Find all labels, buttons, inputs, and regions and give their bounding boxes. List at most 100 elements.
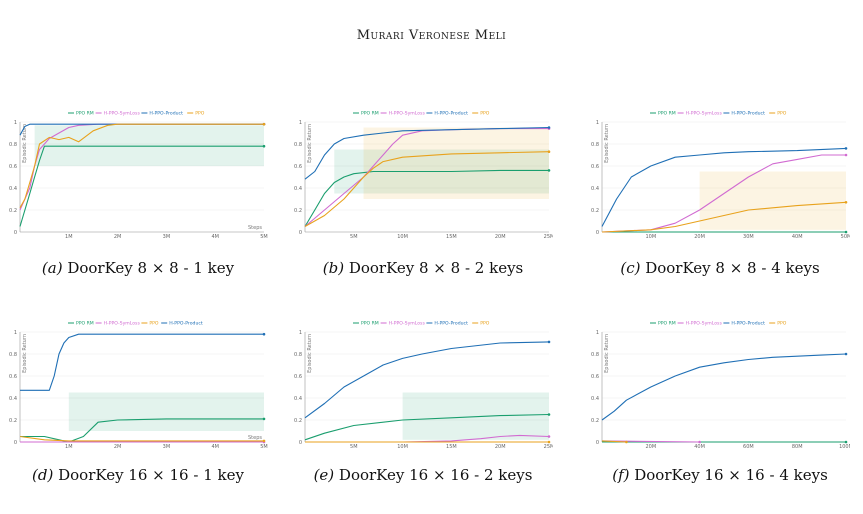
x-tick-label: 80M [792, 444, 803, 448]
x-tick-label: 5M [260, 234, 268, 238]
x-tick-label: 15M [446, 444, 457, 448]
y-tick-label: 0 [299, 440, 302, 446]
y-tick-label: 0.8 [9, 352, 17, 358]
y-tick-label: 0 [596, 230, 599, 236]
series-band [34, 125, 264, 166]
chart-panel-c: 0 0.2 0.4 0.6 0.8 1 10M 20M 30M 40M 50M Episodic Re… [590, 108, 850, 238]
legend-label: PPO RM [76, 111, 94, 117]
series-band [363, 127, 549, 199]
y-tick-label: 1 [14, 120, 17, 126]
y-tick-label: 0.6 [9, 164, 17, 170]
legend-label: PPO [480, 321, 490, 327]
caption-text: DoorKey 16 × 16 - 2 keys [334, 466, 533, 484]
y-axis-label: Episodic Return [22, 334, 28, 373]
y-tick-label: 0.2 [294, 208, 302, 214]
x-tick-label: 20M [495, 444, 506, 448]
series-line-h-ppo-product [601, 353, 847, 421]
x-tick-label: 3M [163, 234, 171, 238]
y-tick-label: 0.6 [591, 374, 599, 380]
series-line-ppo-rm [19, 145, 264, 227]
x-tick-label: 25M [544, 444, 553, 448]
y-tick-label: 0.2 [9, 208, 17, 214]
series-line-ppo [601, 440, 627, 443]
caption-f: (f) DoorKey 16 × 16 - 4 keys [585, 466, 855, 484]
x-tick-label: 20M [645, 444, 656, 448]
caption-d: (d) DoorKey 16 × 16 - 1 key [3, 466, 273, 484]
y-axis-label: Episodic Return [604, 124, 610, 163]
series-line-h-ppo-symloss [601, 154, 846, 233]
caption-b: (b) DoorKey 8 × 8 - 2 keys [288, 259, 558, 277]
series-end-point [262, 122, 266, 126]
series-end-point [844, 147, 848, 150]
y-tick-label: 0.4 [591, 396, 599, 402]
chart-panel-f: 0 0.2 0.4 0.6 0.8 1 20M 40M 60M 80M 100M Episodic R… [590, 318, 850, 448]
y-tick-label: 0.2 [294, 418, 302, 424]
legend-label: H-PPO-SymLoss [389, 321, 426, 327]
legend-label: H-PPO-Product [731, 111, 765, 117]
series-line-ppo [19, 435, 264, 442]
caption-text: DoorKey 8 × 8 - 2 keys [344, 259, 524, 277]
legend-label: H-PPO-SymLoss [686, 111, 723, 117]
caption-label: (d) [32, 466, 54, 484]
y-tick-label: 0.4 [294, 396, 302, 402]
series-end-point [547, 126, 551, 129]
series-end-point [844, 352, 848, 356]
chart-svg-c: 0 0.2 0.4 0.6 0.8 1 10M 20M 30M 40M 50M Episodic Re… [591, 111, 850, 238]
x-axis-label: Steps [248, 225, 262, 231]
y-axis-label: Episodic Return [22, 124, 28, 163]
series-end-point [262, 144, 266, 148]
series-end-point [547, 435, 551, 438]
x-tick-label: 30M [743, 234, 754, 238]
series-end-point [547, 150, 551, 153]
series-end-point [262, 332, 266, 336]
caption-label: (a) [41, 259, 63, 277]
caption-text: DoorKey 8 × 8 - 1 key [62, 259, 235, 277]
caption-label: (b) [322, 259, 345, 277]
x-tick-label: 5M [350, 444, 358, 448]
y-tick-label: 1 [299, 330, 302, 336]
y-tick-label: 0.4 [294, 186, 302, 192]
legend-label: PPO [149, 321, 159, 327]
caption-c: (c) DoorKey 8 × 8 - 4 keys [585, 259, 855, 277]
y-tick-label: 1 [596, 330, 599, 336]
series-end-point [625, 440, 628, 444]
x-tick-label: 5M [260, 444, 268, 448]
x-tick-label: 2M [114, 444, 122, 448]
y-tick-label: 0 [299, 230, 302, 236]
y-tick-label: 0.8 [294, 142, 302, 148]
x-tick-label: 2M [114, 234, 122, 238]
caption-text: DoorKey 16 × 16 - 4 keys [629, 466, 828, 484]
legend-label: H-PPO-SymLoss [686, 321, 723, 327]
y-tick-label: 0.6 [294, 164, 302, 170]
y-tick-label: 0.6 [294, 374, 302, 380]
y-tick-label: 0.2 [591, 418, 599, 424]
y-tick-label: 0.8 [9, 142, 17, 148]
legend-label: H-PPO-SymLoss [104, 321, 141, 327]
caption-label: (c) [620, 259, 641, 277]
legend-label: PPO RM [76, 321, 94, 327]
y-axis-label: Episodic Return [307, 124, 313, 163]
y-tick-label: 0 [596, 440, 599, 446]
series-line-h-ppo-product [601, 147, 847, 227]
series-end-point [547, 440, 551, 444]
caption-text: DoorKey 8 × 8 - 4 keys [640, 259, 820, 277]
legend-label: H-PPO-Product [434, 111, 468, 117]
series-line-ppo-rm [20, 418, 264, 443]
series-line-ppo [601, 201, 847, 233]
caption-text: DoorKey 16 × 16 - 1 key [53, 466, 244, 484]
y-tick-label: 1 [14, 330, 17, 336]
legend-label: H-PPO-Product [731, 321, 765, 327]
y-axis-label: Episodic Return [307, 334, 313, 373]
legend-label: H-PPO-SymLoss [389, 111, 426, 117]
y-tick-label: 0.2 [9, 418, 17, 424]
x-tick-label: 1M [65, 444, 73, 448]
x-tick-label: 3M [163, 444, 171, 448]
chart-panel-d: 0 0.2 0.4 0.6 0.8 1 1M 2M 3M 4M 5M Steps Episodic Re… [8, 318, 268, 448]
series-line-ppo [304, 151, 550, 227]
y-tick-label: 0 [14, 440, 17, 446]
x-tick-label: 25M [544, 234, 553, 238]
chart-panel-a: 0 0.2 0.4 0.6 0.8 1 1M 2M 3M 4M 5M Steps Episodic Re… [8, 108, 268, 238]
x-tick-label: 1M [65, 234, 73, 238]
y-tick-label: 0.2 [591, 208, 599, 214]
